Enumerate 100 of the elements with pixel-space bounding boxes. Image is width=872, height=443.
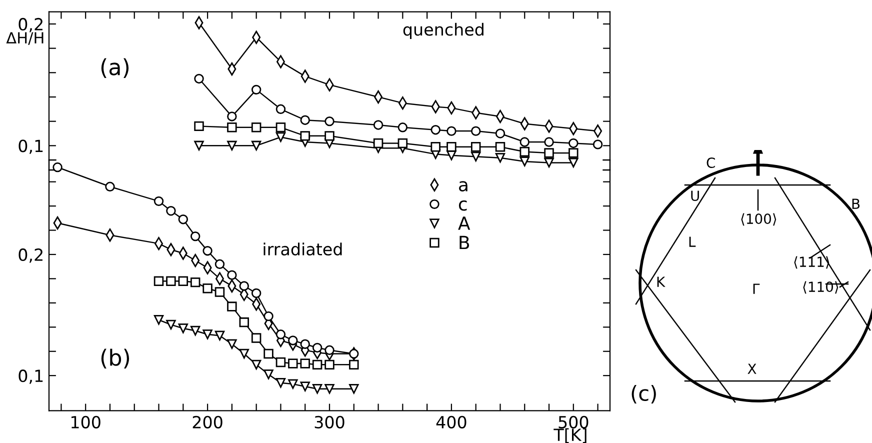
annotation: quenched — [403, 22, 484, 39]
x-tick-label: 300 — [314, 416, 344, 428]
point — [373, 120, 384, 130]
y-axis-title: ΔH/H — [6, 32, 44, 45]
point — [227, 112, 237, 122]
point — [166, 206, 176, 216]
point — [324, 131, 334, 141]
text: X — [748, 364, 756, 374]
point — [349, 384, 359, 394]
point — [300, 115, 310, 125]
point — [227, 140, 237, 151]
point — [251, 288, 262, 298]
point — [276, 104, 286, 114]
text: C — [706, 158, 715, 168]
point — [312, 360, 322, 370]
point — [312, 384, 322, 394]
point — [202, 330, 212, 340]
point — [276, 378, 286, 388]
point — [300, 339, 310, 349]
point — [105, 182, 115, 192]
point — [300, 358, 310, 368]
point — [288, 336, 298, 346]
point — [398, 122, 408, 132]
point — [324, 384, 334, 394]
y-tick-label: 0,1 — [18, 140, 43, 154]
point — [194, 74, 204, 84]
point — [227, 339, 237, 349]
point — [264, 348, 274, 359]
point — [544, 148, 554, 158]
point — [495, 152, 506, 163]
point — [430, 124, 440, 135]
x-tick-label: 200 — [192, 416, 222, 428]
point — [264, 370, 274, 380]
y-tick-label: 0,2 — [18, 248, 42, 263]
text: ⟨110⟩ — [803, 281, 838, 294]
point — [214, 287, 225, 297]
y-tick-label: 0,2 — [18, 18, 42, 32]
y-tick-label: 0,1 — [18, 370, 43, 384]
point — [288, 379, 298, 389]
point — [251, 122, 262, 132]
text: L — [689, 236, 696, 247]
point — [202, 246, 212, 256]
point — [544, 137, 554, 147]
point — [239, 348, 249, 359]
point — [190, 326, 200, 336]
annotation: (a) — [101, 58, 129, 78]
point — [154, 315, 164, 325]
point — [300, 131, 310, 141]
point — [495, 128, 506, 138]
point — [190, 231, 200, 242]
text: ⟨100⟩ — [741, 213, 776, 226]
point — [264, 311, 274, 322]
text: B — [852, 198, 860, 209]
point — [276, 330, 286, 340]
point — [251, 140, 262, 151]
point — [520, 137, 530, 147]
text: ⟨111⟩ — [794, 256, 830, 269]
point — [312, 342, 322, 353]
text: (c) — [632, 384, 656, 404]
point — [470, 126, 481, 136]
point — [154, 276, 164, 286]
point — [227, 270, 237, 280]
point — [178, 276, 188, 286]
text: K — [657, 276, 666, 287]
point — [276, 132, 286, 142]
point — [324, 360, 334, 370]
point — [166, 320, 176, 330]
annotation: (b) — [101, 348, 130, 369]
point — [214, 330, 225, 340]
point — [495, 142, 506, 152]
point — [470, 142, 481, 152]
x-tick-label: 400 — [436, 416, 466, 428]
point — [154, 196, 164, 206]
point — [276, 122, 286, 132]
legend-label: a — [459, 181, 468, 192]
point — [166, 276, 176, 286]
point — [227, 122, 237, 132]
text: Γ — [753, 284, 760, 294]
x-tick-label: 500 — [558, 416, 588, 428]
point — [373, 138, 384, 148]
point — [520, 156, 530, 166]
point — [227, 302, 237, 312]
point — [251, 360, 262, 370]
point — [194, 121, 204, 132]
point — [568, 138, 578, 148]
point — [430, 142, 440, 152]
point — [446, 126, 456, 136]
point — [568, 148, 578, 158]
point — [324, 116, 334, 126]
point — [190, 277, 200, 288]
point — [446, 142, 456, 152]
legend-label: c — [458, 200, 467, 211]
point — [520, 146, 530, 157]
legend-label: A — [458, 216, 470, 230]
point — [398, 138, 408, 148]
point — [349, 360, 359, 370]
x-axis-title: T[K] — [554, 428, 586, 443]
point — [568, 158, 578, 168]
point — [288, 358, 298, 368]
point — [544, 158, 554, 168]
